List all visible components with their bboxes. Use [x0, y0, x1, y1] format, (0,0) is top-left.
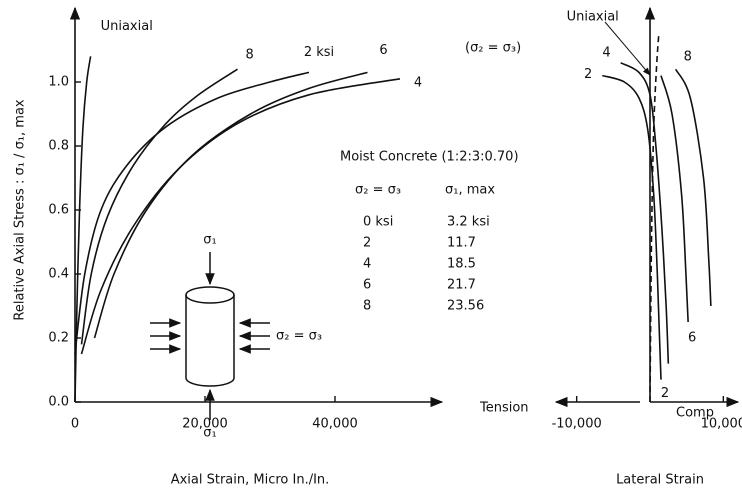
x-tick-label: 10,000: [701, 417, 742, 432]
table-cell: 4: [363, 257, 371, 272]
table-header: σ₁, max: [445, 183, 495, 198]
annotation: Comp: [676, 406, 714, 421]
table-header: σ₂ = σ₃: [355, 183, 401, 198]
curve: [620, 62, 670, 364]
curve-label: 4: [602, 45, 610, 60]
curve: [602, 74, 662, 380]
annotation: σ₁: [203, 233, 216, 248]
x-tick-label: -10,000: [552, 417, 602, 432]
table-cell: 23.56: [447, 299, 484, 314]
curve: [80, 68, 238, 345]
y-tick-label: 0.6: [48, 203, 69, 218]
table-cell: 21.7: [447, 278, 476, 293]
y-tick-label: 1.0: [48, 75, 69, 90]
table-cell: 2: [363, 236, 371, 251]
x-axis-label: Lateral Strain: [616, 473, 704, 488]
curve-label: Uniaxial: [101, 19, 153, 34]
y-tick-label: 0.8: [48, 139, 69, 154]
curve-label: 8: [246, 48, 254, 63]
x-tick-label: 0: [71, 417, 79, 432]
y-tick-label: 0.4: [48, 267, 69, 282]
table-cell: 11.7: [447, 236, 476, 251]
annotation: (σ₂ = σ₃): [465, 41, 521, 56]
curve-label: 2: [584, 67, 592, 82]
annotation: Moist Concrete (1:2:3:0.70): [340, 150, 519, 165]
annotation: Tension: [479, 401, 529, 416]
specimen-sketch: [150, 252, 270, 420]
x-axis-label: Axial Strain, Micro In./In.: [171, 473, 330, 488]
curve-label: 4: [414, 75, 422, 90]
curve-label: Uniaxial: [567, 10, 619, 25]
x-tick-label: 40,000: [312, 417, 358, 432]
curve: [660, 75, 689, 323]
curve: [74, 56, 92, 403]
curve: [74, 71, 310, 355]
annotation: σ₁: [203, 426, 216, 441]
table-cell: 18.5: [447, 257, 476, 272]
uniaxial-pointer: [604, 21, 651, 76]
y-tick-label: 0.2: [48, 331, 69, 346]
curve-label: 2: [661, 386, 669, 401]
curve-label: 2 ksi: [304, 45, 334, 60]
table-cell: 6: [363, 278, 371, 293]
table-cell: 8: [363, 299, 371, 314]
curve-label: 6: [688, 331, 696, 346]
annotation: σ₂ = σ₃: [276, 329, 322, 344]
y-axis-label: Relative Axial Stress : σ₁ / σ₁, max: [13, 99, 28, 321]
table-cell: 3.2 ksi: [447, 215, 490, 230]
curve-label: 6: [379, 43, 387, 58]
y-tick-label: 0.0: [48, 395, 69, 410]
x-tick-label: 20,000: [182, 417, 228, 432]
curve: [674, 68, 712, 307]
curve-label: 8: [684, 50, 692, 65]
curve: [649, 33, 660, 403]
curve: [80, 78, 401, 355]
table-cell: 0 ksi: [363, 215, 393, 230]
